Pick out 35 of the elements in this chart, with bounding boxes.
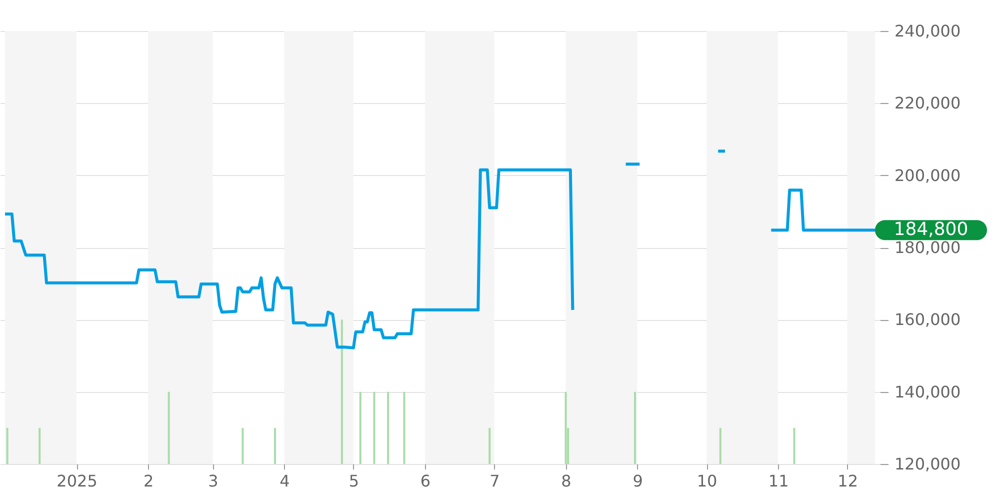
x-tick-label: 7 [490,472,500,490]
x-tick-label: 6 [420,472,431,490]
bar [373,392,376,464]
x-tick-label: 4 [280,472,290,490]
x-tick-label: 12 [838,472,858,490]
x-tick-label: 2 [143,472,154,490]
bar [242,428,244,464]
bar [793,428,796,464]
x-tick-label: 8 [561,472,572,490]
x-tick-label: 9 [632,472,643,490]
bar [719,428,722,464]
y-tick-label: 200,000 [894,166,961,185]
y-tick-label: 240,000 [894,22,961,40]
x-tick-label: 5 [348,472,360,490]
bar [340,320,343,464]
bar [6,428,8,464]
bar [387,392,390,464]
bar [38,428,41,464]
x-tick-label: 10 [696,472,718,490]
x-tick-label: 3 [208,472,218,490]
bar [634,392,636,464]
y-tick-label: 140,000 [894,382,961,402]
bar [403,392,406,464]
x-tick-label: 11 [768,472,789,490]
bar [564,392,567,464]
x-tick-label: 2025 [56,472,98,490]
bar [488,428,491,464]
y-tick-label: 120,000 [894,454,961,474]
annotation: 184,800 [894,219,968,240]
y-tick-label: 220,000 [894,94,961,113]
bar [359,392,362,464]
bar [168,392,170,464]
bar [274,428,276,464]
y-tick-label: 160,000 [894,310,961,330]
y-tick-label: 180,000 [894,238,961,257]
